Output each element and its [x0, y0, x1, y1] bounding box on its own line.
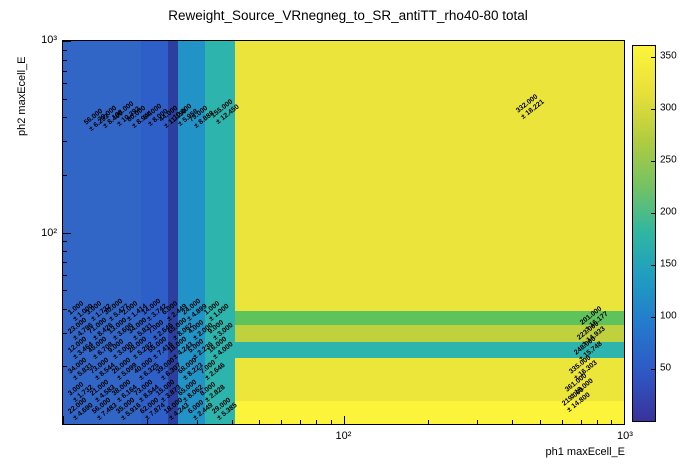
colorbar-tick-label: 150 — [660, 258, 677, 270]
y-axis-tick — [63, 117, 67, 119]
x-axis-tick — [539, 420, 541, 424]
heatmap-column — [141, 41, 168, 424]
x-axis-tick — [477, 420, 479, 424]
x-axis-tick — [624, 416, 625, 424]
y-tick-label: 10² — [41, 226, 57, 239]
heatmap-stripe — [235, 325, 624, 343]
y-axis-tick — [63, 141, 67, 143]
colorbar-tick-label: 250 — [660, 154, 677, 166]
colorbar — [632, 45, 656, 422]
y-axis-tick — [63, 70, 67, 72]
y-axis-tick — [63, 424, 71, 425]
x-axis-tick — [512, 420, 514, 424]
colorbar-tick — [651, 368, 655, 370]
x-axis-tick — [196, 420, 198, 424]
colorbar-tick-label: 200 — [660, 206, 677, 218]
y-axis-tick — [63, 41, 71, 42]
colorbar-tick-label: 300 — [660, 102, 677, 114]
heatmap-column — [63, 41, 142, 424]
colorbar-tick-label: 100 — [660, 310, 677, 322]
y-axis-tick — [63, 262, 67, 264]
y-axis-tick — [63, 83, 67, 85]
colorbar-tick — [651, 212, 655, 214]
heatmap-stripe — [235, 400, 624, 424]
heatmap-stripe — [235, 310, 624, 326]
y-axis-tick — [63, 59, 67, 61]
y-axis-tick — [63, 98, 67, 100]
x-axis-tick — [147, 420, 149, 424]
heatmap-column — [167, 41, 179, 424]
x-axis-tick — [561, 420, 563, 424]
x-axis-title: ph1 maxEcell_E — [545, 446, 626, 458]
y-axis-tick — [63, 366, 67, 368]
x-tick-label: 10³ — [617, 430, 633, 442]
y-axis-tick — [63, 49, 67, 51]
heatmap-column — [178, 41, 205, 424]
x-axis-tick — [330, 420, 332, 424]
y-axis-tick — [63, 290, 67, 292]
x-axis-tick — [300, 420, 302, 424]
x-axis-tick — [259, 420, 261, 424]
x-axis-tick — [427, 420, 429, 424]
heatmap-stripe — [235, 342, 624, 358]
x-axis-tick — [611, 420, 613, 424]
x-axis-tick — [231, 420, 233, 424]
x-axis-tick — [596, 420, 598, 424]
colorbar-tick — [651, 316, 655, 318]
y-axis-tick — [63, 241, 67, 243]
y-axis-tick — [63, 232, 71, 234]
colorbar-tick-label: 350 — [660, 50, 677, 62]
colorbar-tick — [651, 160, 655, 162]
plot-area: 56.000 ± 6.293 79.000 ± 8.400 108.000 ± 10.39… — [62, 40, 625, 425]
heatmap-stripe — [235, 357, 624, 401]
y-axis-tick — [63, 251, 67, 253]
y-axis-tick — [63, 274, 67, 276]
x-tick-label: 10² — [335, 430, 352, 442]
x-axis-tick — [343, 416, 345, 424]
y-axis-tick — [63, 308, 67, 310]
colorbar-tick — [651, 56, 655, 58]
y-tick-label: 10³ — [41, 34, 57, 46]
colorbar-tick-label: 50 — [660, 362, 672, 374]
colorbar-tick — [651, 264, 655, 266]
colorbar-tick — [651, 108, 655, 110]
y-axis-title: ph2 maxEcell_E — [16, 56, 28, 137]
chart-title: Reweight_Source_VRnegneg_to_SR_antiTT_rh… — [168, 8, 528, 23]
x-axis-tick — [316, 420, 318, 424]
x-axis-tick — [281, 420, 283, 424]
y-axis-tick — [63, 332, 67, 334]
x-axis-tick — [63, 416, 64, 424]
heatmap-column — [204, 41, 236, 424]
y-axis-tick — [63, 174, 67, 176]
x-axis-tick — [580, 420, 582, 424]
